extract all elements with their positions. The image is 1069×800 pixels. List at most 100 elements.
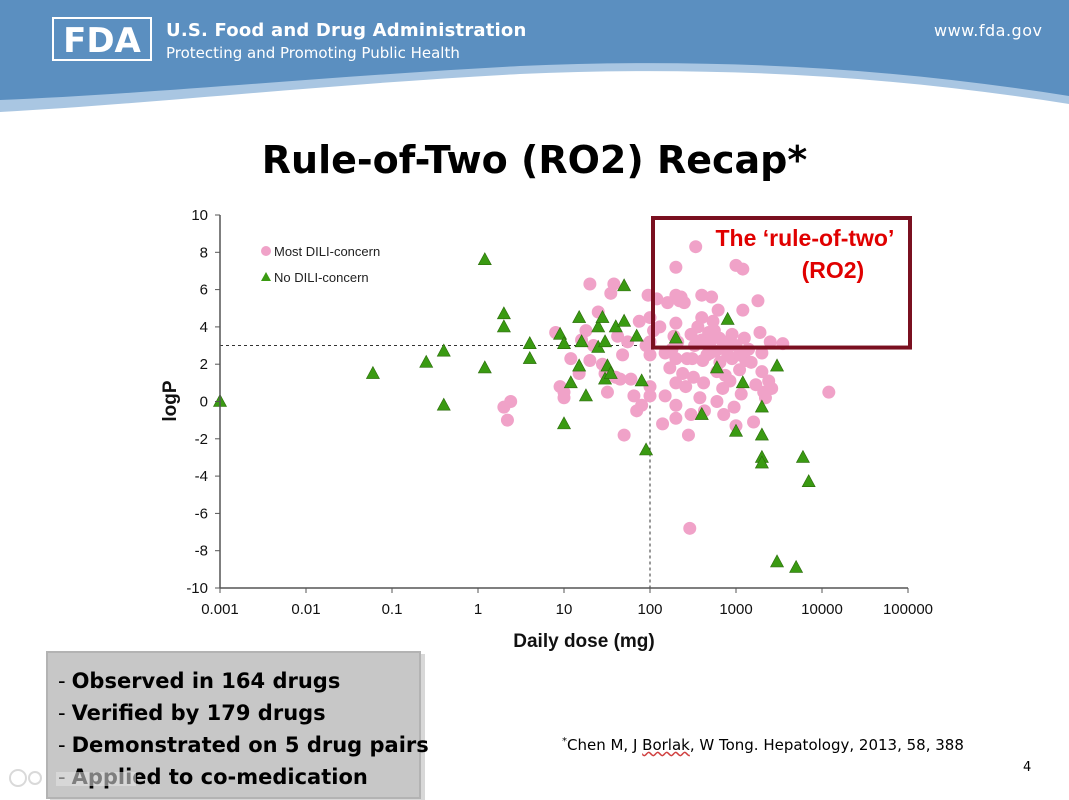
- legend-marker-most-dili: [261, 246, 271, 256]
- point-most-dili: [727, 400, 741, 414]
- summary-item: - Verified by 179 drugs: [58, 701, 326, 725]
- point-most-dili: [734, 387, 748, 401]
- y-tick-label: 0: [200, 394, 208, 411]
- point-most-dili: [733, 363, 747, 377]
- point-most-dili: [697, 376, 711, 390]
- point-most-dili: [635, 398, 649, 412]
- point-no-dili: [477, 252, 492, 266]
- point-most-dili: [669, 398, 683, 412]
- point-most-dili: [693, 391, 707, 405]
- point-no-dili: [553, 326, 568, 340]
- point-no-dili: [735, 375, 750, 389]
- point-no-dili: [419, 354, 434, 368]
- citation-text-after: , W Tong. Hepatology, 2013, 58, 388: [689, 736, 964, 754]
- summary-item: - Demonstrated on 5 drug pairs: [58, 733, 429, 757]
- point-most-dili: [669, 316, 683, 330]
- point-most-dili: [681, 428, 695, 442]
- point-most-dili: [683, 521, 697, 535]
- point-most-dili: [669, 376, 683, 390]
- y-tick-label: 8: [200, 244, 208, 261]
- summary-item-text: Demonstrated on 5 drug pairs: [71, 733, 429, 757]
- logp-vs-dose-scatter-chart: -10 -8 -6 -4 -2 0 2 4 6 8 10 0.001 0.01 0.1 1 10 100 1000…: [160, 207, 933, 652]
- fda-logo: FDA: [52, 17, 152, 61]
- point-most-dili: [669, 352, 683, 366]
- slide-title: Rule-of-Two (RO2) Recap*: [261, 138, 808, 182]
- point-most-dili: [695, 288, 709, 302]
- point-no-dili: [795, 449, 810, 463]
- citation-author-underlined: Borlak: [642, 736, 690, 754]
- point-most-dili: [611, 329, 625, 343]
- point-most-dili: [725, 327, 739, 341]
- legend-label-no-dili: No DILI-concern: [274, 270, 369, 285]
- point-no-dili: [634, 373, 649, 387]
- scatter-points: [212, 240, 836, 573]
- point-no-dili: [617, 313, 632, 327]
- reference-lines: [220, 345, 651, 588]
- citation: *Chen M, J Borlak, W Tong. Hepatology, 2…: [562, 736, 964, 754]
- point-most-dili: [677, 296, 691, 310]
- point-no-dili: [572, 358, 587, 372]
- point-no-dili: [754, 399, 769, 413]
- point-no-dili: [477, 360, 492, 374]
- chart-legend: Most DILI-concern No DILI-concern: [261, 244, 380, 285]
- point-most-dili: [705, 290, 719, 304]
- point-most-dili: [723, 374, 737, 388]
- rule-of-two-region-box: [651, 216, 912, 350]
- point-most-dili: [710, 395, 724, 408]
- y-tick-label: 6: [200, 282, 208, 299]
- x-tick-label: 10: [556, 601, 573, 618]
- fda-logo-text: FDA: [63, 21, 141, 61]
- agency-name: U.S. Food and Drug Administration: [166, 20, 527, 41]
- point-no-dili: [770, 358, 785, 372]
- point-no-dili: [709, 360, 724, 374]
- x-tick-label: 0.01: [291, 601, 320, 618]
- point-no-dili: [789, 559, 804, 573]
- x-tick-label: 100000: [883, 601, 933, 618]
- rule-of-two-label-line2: (RO2): [802, 257, 865, 283]
- point-no-dili: [496, 306, 511, 320]
- point-most-dili: [624, 372, 638, 386]
- point-most-dili: [564, 352, 578, 366]
- point-no-dili: [578, 388, 593, 402]
- point-most-dili: [747, 415, 761, 429]
- point-no-dili: [728, 423, 744, 437]
- y-tick-label: -6: [195, 505, 208, 522]
- y-axis-label: logP: [160, 380, 181, 421]
- y-tick-label: -2: [195, 431, 208, 448]
- x-tick-label: 1: [474, 601, 482, 618]
- summary-item-text: Observed in 164 drugs: [71, 669, 341, 693]
- point-most-dili: [736, 303, 750, 317]
- point-most-dili: [643, 389, 657, 403]
- point-no-dili: [694, 406, 709, 420]
- point-no-dili: [522, 336, 537, 349]
- summary-item: - Observed in 164 drugs: [58, 669, 341, 693]
- point-most-dili: [627, 389, 641, 403]
- point-no-dili: [603, 365, 618, 379]
- x-tick-label: 0.001: [201, 601, 239, 618]
- point-no-dili: [770, 554, 785, 568]
- rule-of-two-label-line1: The ‘rule-of-two’: [715, 225, 894, 251]
- agency-tagline: Protecting and Promoting Public Health: [166, 44, 460, 62]
- point-most-dili: [679, 380, 693, 394]
- point-no-dili: [754, 427, 769, 441]
- x-tick-label: 0.1: [382, 601, 403, 618]
- point-most-dili: [755, 346, 769, 360]
- point-most-dili: [736, 262, 750, 276]
- point-no-dili: [574, 334, 589, 348]
- header-band: [0, 0, 1069, 100]
- point-no-dili: [754, 455, 769, 469]
- point-most-dili: [751, 294, 765, 308]
- point-most-dili: [504, 395, 518, 408]
- point-no-dili: [720, 311, 735, 325]
- citation-text-before: Chen M, J: [567, 736, 643, 754]
- point-most-dili: [676, 367, 690, 381]
- summary-item-text: Verified by 179 drugs: [71, 701, 326, 725]
- point-most-dili: [643, 348, 657, 362]
- y-tick-label: 10: [191, 207, 208, 224]
- point-most-dili: [616, 348, 630, 362]
- point-no-dili: [563, 375, 578, 389]
- rule-of-two-annotation: The ‘rule-of-two’ (RO2): [651, 216, 912, 350]
- point-most-dili: [686, 370, 700, 384]
- point-most-dili: [617, 428, 631, 442]
- axes: -10 -8 -6 -4 -2 0 2 4 6 8 10 0.001 0.01 0.1 1 10 100 1000…: [186, 207, 933, 618]
